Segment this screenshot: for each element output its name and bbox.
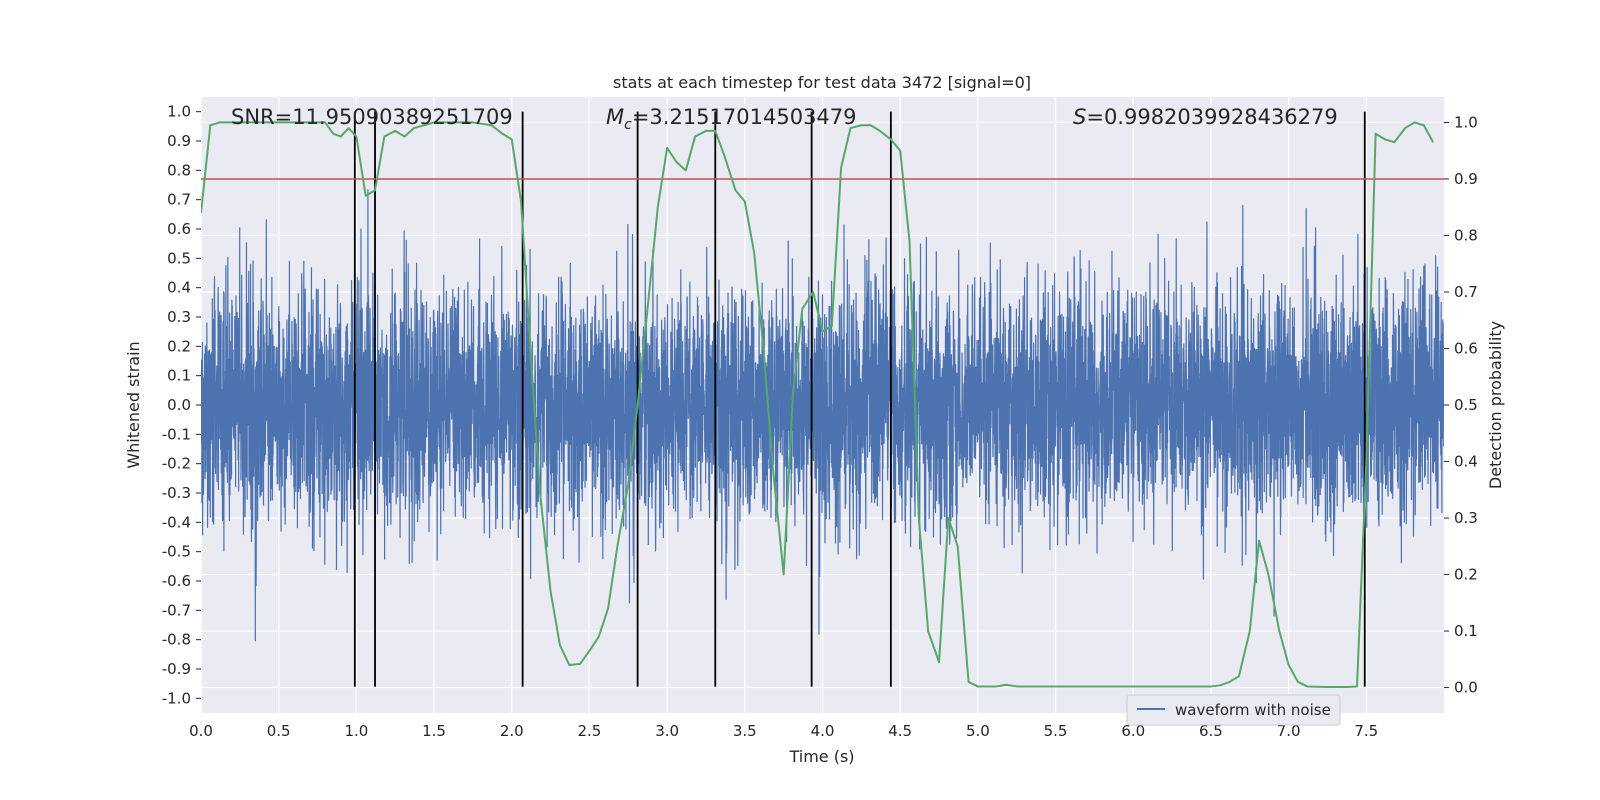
x-tick-label: 7.0: [1277, 722, 1301, 740]
plot-area: [201, 111, 1444, 688]
x-tick-label: 2.0: [500, 722, 524, 740]
y-tick-label: -0.2: [162, 455, 191, 473]
y-tick-label: 0.1: [167, 367, 191, 385]
snr-annotation: SNR=11.95090389251709: [231, 105, 513, 129]
y2-axis-label: Detection probability: [1486, 321, 1505, 489]
axes: 0.0 0.5 1.0 1.5 2.0 2.5 3.0 3.5 4.0 4.5 5.0 5.5 6.0 6…: [162, 103, 1478, 740]
y-tick-label: -0.4: [162, 513, 191, 531]
y-tick-label: 0.7: [167, 191, 191, 209]
y-tick-label: -0.5: [162, 543, 191, 561]
x-tick-label: 1.0: [344, 722, 368, 740]
legend: waveform with noise: [1126, 694, 1341, 726]
y2-tick-label: 0.9: [1454, 170, 1478, 188]
chirp-mass-symbol: M: [606, 105, 624, 129]
legend-box: [1126, 694, 1341, 726]
y2-tick-label: 0.2: [1454, 566, 1478, 584]
x-tick-label: 5.0: [966, 722, 990, 740]
y2-tick-label: 0.6: [1454, 339, 1478, 357]
probability-line: [201, 121, 1434, 688]
x-axis-label: Time (s): [788, 747, 854, 766]
s-statistic-annotation: S=0.9982039928436279: [1073, 105, 1338, 129]
y2-tick-label: 1.0: [1454, 113, 1478, 131]
y2-tick-label: 0.1: [1454, 622, 1478, 640]
x-tick-label: 0.5: [267, 722, 291, 740]
x-tick-label: 5.5: [1044, 722, 1068, 740]
y2-tick-label: 0.7: [1454, 283, 1478, 301]
y-tick-label: -0.8: [162, 631, 191, 649]
waveform-line: [201, 189, 1444, 642]
x-tick-label: 7.5: [1354, 722, 1378, 740]
y2-tick-label: 0.0: [1454, 679, 1478, 697]
y-tick-label: 0.2: [167, 337, 191, 355]
y2-tick-label: 0.5: [1454, 396, 1478, 414]
probability-series: [201, 121, 1434, 688]
y-tick-label: 0.9: [167, 132, 191, 150]
y2-tick-label: 0.3: [1454, 509, 1478, 527]
x-tick-label: 4.0: [811, 722, 835, 740]
y-tick-label: 0.8: [167, 161, 191, 179]
y2-tick-label: 0.4: [1454, 453, 1478, 471]
y-tick-label: 0.3: [167, 308, 191, 326]
y-tick-label: -1.0: [162, 689, 191, 707]
y-tick-label: 0.6: [167, 220, 191, 238]
y-tick-label: -0.3: [162, 484, 191, 502]
x-tick-label: 3.0: [655, 722, 679, 740]
x-tick-label: 4.5: [888, 722, 912, 740]
s-statistic-symbol: S: [1073, 105, 1086, 129]
y-tick-label: 0.4: [167, 279, 191, 297]
x-tick-label: 0.0: [189, 722, 213, 740]
x-tick-label: 1.5: [422, 722, 446, 740]
y-tick-label: 1.0: [167, 103, 191, 121]
y-tick-label: -0.7: [162, 601, 191, 619]
x-tick-label: 6.5: [1199, 722, 1223, 740]
y-tick-label: -0.9: [162, 660, 191, 678]
x-tick-label: 6.0: [1121, 722, 1145, 740]
x-tick-label: 2.5: [578, 722, 602, 740]
y2-tick-label: 0.8: [1454, 226, 1478, 244]
y-tick-label: 0.5: [167, 249, 191, 267]
chirp-mass-subscript: c: [624, 117, 632, 133]
y-tick-label: 0.0: [167, 396, 191, 414]
chart-title: stats at each timestep for test data 347…: [613, 73, 1031, 92]
x-tick-label: 3.5: [733, 722, 757, 740]
waveform-series: [201, 189, 1444, 642]
s-statistic-value: =0.9982039928436279: [1086, 105, 1337, 129]
chirp-mass-annotation: Mc=3.21517014503479: [606, 105, 857, 133]
y-tick-label: -0.6: [162, 572, 191, 590]
chirp-mass-value: =3.21517014503479: [632, 105, 857, 129]
event-markers: [353, 111, 1366, 687]
y-axis-label: Whitened strain: [124, 341, 143, 468]
legend-label: waveform with noise: [1175, 701, 1331, 719]
y-tick-label: -0.1: [162, 425, 191, 443]
